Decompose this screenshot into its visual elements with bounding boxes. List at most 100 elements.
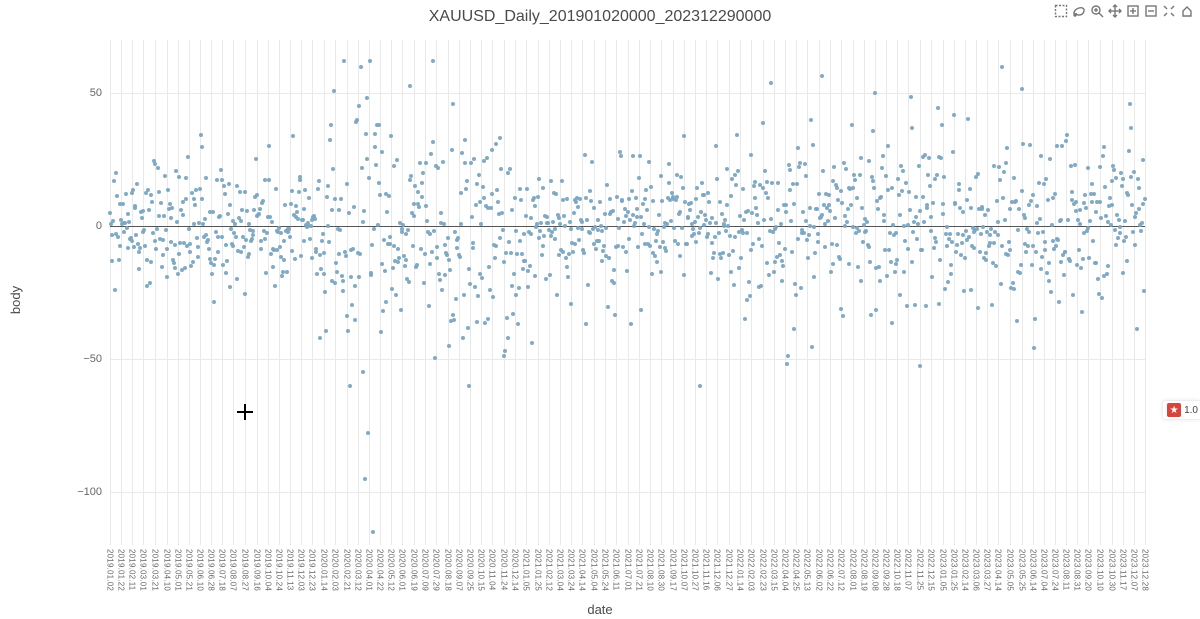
- data-point[interactable]: [649, 185, 653, 189]
- data-point[interactable]: [439, 211, 443, 215]
- data-point[interactable]: [1044, 177, 1048, 181]
- data-point[interactable]: [1129, 175, 1133, 179]
- data-point[interactable]: [1073, 163, 1077, 167]
- data-point[interactable]: [1109, 223, 1113, 227]
- data-point[interactable]: [299, 254, 303, 258]
- data-point[interactable]: [978, 250, 982, 254]
- data-point[interactable]: [890, 186, 894, 190]
- data-point[interactable]: [811, 143, 815, 147]
- data-point[interactable]: [277, 226, 281, 230]
- data-point[interactable]: [541, 186, 545, 190]
- data-point[interactable]: [496, 200, 500, 204]
- data-point[interactable]: [285, 270, 289, 274]
- data-point[interactable]: [142, 228, 146, 232]
- data-point[interactable]: [759, 284, 763, 288]
- data-point[interactable]: [1047, 261, 1051, 265]
- data-point[interactable]: [122, 230, 126, 234]
- data-point[interactable]: [945, 244, 949, 248]
- data-point[interactable]: [712, 251, 716, 255]
- data-point[interactable]: [489, 206, 493, 210]
- data-point[interactable]: [309, 224, 313, 228]
- data-point[interactable]: [290, 189, 294, 193]
- data-point[interactable]: [1087, 256, 1091, 260]
- data-point[interactable]: [877, 265, 881, 269]
- data-point[interactable]: [1103, 185, 1107, 189]
- data-point[interactable]: [915, 237, 919, 241]
- data-point[interactable]: [207, 247, 211, 251]
- data-point[interactable]: [936, 106, 940, 110]
- data-point[interactable]: [655, 232, 659, 236]
- data-point[interactable]: [184, 176, 188, 180]
- data-point[interactable]: [976, 172, 980, 176]
- data-point[interactable]: [1030, 263, 1034, 267]
- data-point[interactable]: [221, 263, 225, 267]
- data-point[interactable]: [1011, 281, 1015, 285]
- data-point[interactable]: [685, 242, 689, 246]
- data-point[interactable]: [823, 245, 827, 249]
- data-point[interactable]: [656, 229, 660, 233]
- data-point[interactable]: [996, 220, 1000, 224]
- data-point[interactable]: [957, 188, 961, 192]
- data-point[interactable]: [1123, 219, 1127, 223]
- data-point[interactable]: [900, 189, 904, 193]
- data-point[interactable]: [1126, 193, 1130, 197]
- data-point[interactable]: [173, 266, 177, 270]
- data-point[interactable]: [258, 207, 262, 211]
- data-point[interactable]: [1068, 259, 1072, 263]
- data-point[interactable]: [1014, 199, 1018, 203]
- data-point[interactable]: [851, 186, 855, 190]
- data-point[interactable]: [198, 187, 202, 191]
- data-point[interactable]: [450, 148, 454, 152]
- data-point[interactable]: [322, 272, 326, 276]
- data-point[interactable]: [672, 226, 676, 230]
- data-point[interactable]: [126, 246, 130, 250]
- data-point[interactable]: [1086, 226, 1090, 230]
- data-point[interactable]: [443, 243, 447, 247]
- data-point[interactable]: [259, 247, 263, 251]
- data-point[interactable]: [637, 176, 641, 180]
- data-point[interactable]: [282, 239, 286, 243]
- data-point[interactable]: [904, 181, 908, 185]
- data-point[interactable]: [274, 187, 278, 191]
- data-point[interactable]: [377, 123, 381, 127]
- data-point[interactable]: [420, 195, 424, 199]
- data-point[interactable]: [1094, 261, 1098, 265]
- data-point[interactable]: [1002, 170, 1006, 174]
- data-point[interactable]: [430, 250, 434, 254]
- data-point[interactable]: [571, 250, 575, 254]
- data-point[interactable]: [345, 182, 349, 186]
- data-point[interactable]: [955, 243, 959, 247]
- data-point[interactable]: [518, 239, 522, 243]
- data-point[interactable]: [427, 304, 431, 308]
- data-point[interactable]: [302, 207, 306, 211]
- data-point[interactable]: [569, 227, 573, 231]
- data-point[interactable]: [268, 215, 272, 219]
- data-point[interactable]: [138, 246, 142, 250]
- data-point[interactable]: [323, 290, 327, 294]
- data-point[interactable]: [368, 59, 372, 63]
- data-point[interactable]: [867, 245, 871, 249]
- data-point[interactable]: [315, 272, 319, 276]
- data-point[interactable]: [682, 273, 686, 277]
- data-point[interactable]: [1005, 146, 1009, 150]
- data-point[interactable]: [525, 187, 529, 191]
- data-point[interactable]: [461, 336, 465, 340]
- data-point[interactable]: [462, 293, 466, 297]
- data-point[interactable]: [1140, 221, 1144, 225]
- data-point[interactable]: [478, 272, 482, 276]
- data-point[interactable]: [1007, 240, 1011, 244]
- data-point[interactable]: [341, 279, 345, 283]
- data-point[interactable]: [220, 235, 224, 239]
- data-point[interactable]: [441, 160, 445, 164]
- data-point[interactable]: [337, 252, 341, 256]
- data-point[interactable]: [355, 118, 359, 122]
- data-point[interactable]: [133, 204, 137, 208]
- data-point[interactable]: [518, 187, 522, 191]
- data-point[interactable]: [795, 182, 799, 186]
- data-point[interactable]: [283, 203, 287, 207]
- data-point[interactable]: [937, 302, 941, 306]
- data-point[interactable]: [655, 260, 659, 264]
- data-point[interactable]: [189, 264, 193, 268]
- data-point[interactable]: [633, 221, 637, 225]
- data-point[interactable]: [265, 231, 269, 235]
